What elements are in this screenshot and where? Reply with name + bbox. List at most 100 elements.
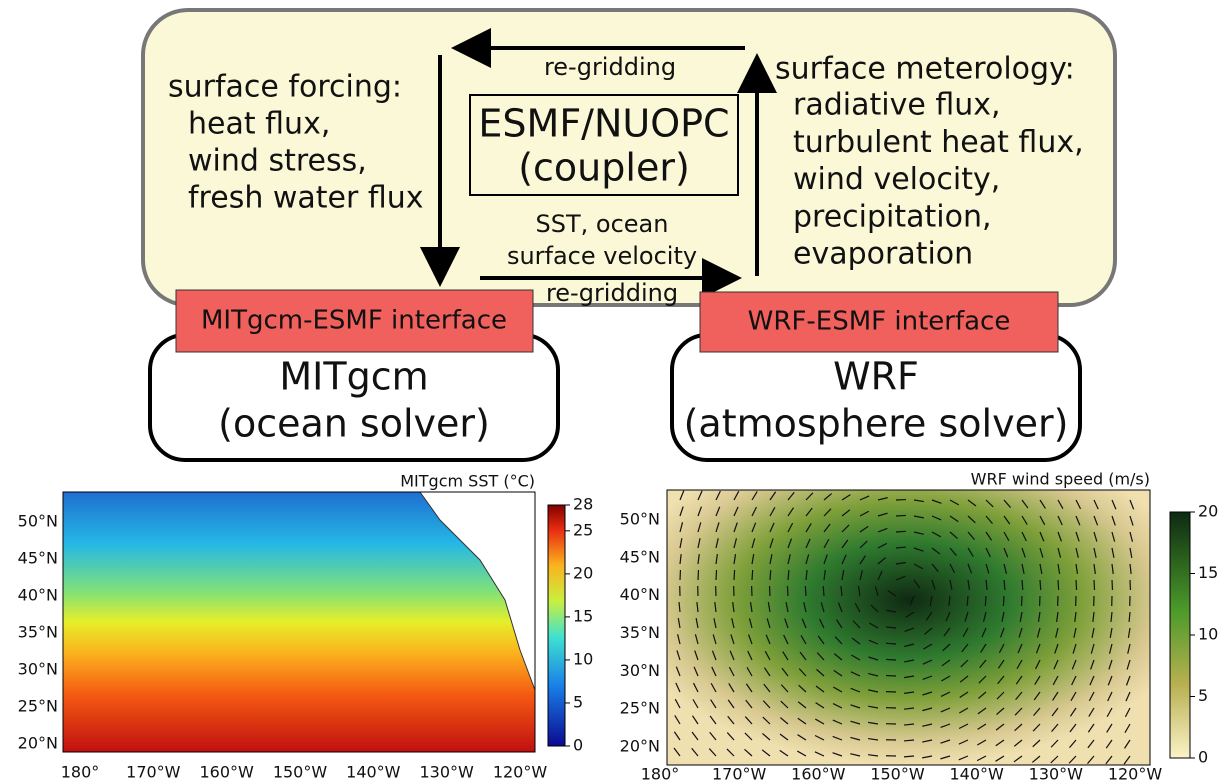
wind-vector: [859, 540, 868, 549]
wind-vector: [949, 499, 960, 506]
wind-vector: [841, 509, 851, 517]
wind-vector: [959, 691, 969, 699]
wind-vector: [1051, 723, 1059, 733]
wind-vector: [1129, 563, 1132, 575]
wind-vector: [931, 563, 939, 573]
wind-vector: [895, 546, 907, 549]
wind-vector: [985, 515, 993, 524]
wind-vector: [1057, 579, 1060, 591]
wind-vector: [979, 659, 987, 669]
wind-vector: [931, 499, 942, 504]
wind-vector: [1088, 691, 1095, 702]
wind-vector: [1105, 755, 1113, 765]
wind-vector: [797, 701, 807, 709]
wind-vector: [787, 491, 795, 501]
wind-vector: [764, 650, 771, 661]
wind-vector: [779, 717, 789, 725]
wind-vector: [1015, 675, 1023, 685]
wind-vector: [940, 739, 951, 744]
wind-vector: [1055, 627, 1059, 638]
wind-vector: [745, 699, 753, 709]
wind-vector: [985, 579, 988, 591]
wind-vector: [958, 739, 969, 745]
arrow-label: surface velocity: [507, 242, 697, 270]
wind-vector: [877, 542, 888, 549]
wind-vector: [913, 515, 924, 519]
wind-vector: [805, 523, 812, 533]
wind-vector: [868, 656, 879, 661]
wind-vector: [1070, 691, 1077, 701]
wind-vector: [747, 650, 753, 661]
wind-vector: [941, 659, 951, 667]
wind-vector: [841, 570, 845, 581]
wind-vector: [805, 507, 813, 517]
wind-vector: [673, 747, 681, 757]
wind-vector: [1087, 739, 1095, 749]
wind-vector: [697, 490, 703, 501]
wind-vector: [859, 570, 864, 581]
colorbar-tick-label: 10: [1198, 625, 1218, 644]
wind-vector: [1039, 563, 1043, 574]
wind-vector: [967, 531, 975, 540]
wind-vector: [751, 554, 755, 565]
wind-vector: [1075, 579, 1078, 591]
wind-vector: [715, 569, 718, 581]
wind-vector: [960, 659, 969, 668]
wind-vector: [840, 585, 843, 597]
wind-vector: [769, 522, 775, 533]
wind-vector: [1111, 531, 1116, 542]
wind-vector: [1013, 755, 1023, 763]
lon-label: 170°W: [712, 765, 767, 784]
wind-vector: [748, 634, 753, 645]
wind-vector: [823, 523, 831, 533]
wind-vector: [868, 689, 879, 693]
colorbar-tick-label: 20: [1198, 502, 1218, 521]
wind-vector: [1014, 707, 1023, 716]
lon-label: 160°W: [791, 765, 846, 784]
wind-vector: [1106, 723, 1113, 733]
wind-vector: [697, 522, 702, 533]
wind-vector: [841, 494, 851, 501]
wind-vector: [804, 585, 807, 597]
wind-vector: [985, 531, 993, 541]
wind-vector: [949, 563, 956, 574]
wind-vector: [923, 643, 933, 650]
wind-vector: [895, 514, 907, 517]
wind-vector: [977, 739, 987, 746]
solver-role: (atmosphere solver): [684, 402, 1069, 446]
wind-vector: [728, 666, 735, 677]
wind-vector: [832, 703, 843, 709]
wind-vector: [1071, 675, 1077, 686]
lon-label: 130°W: [419, 763, 474, 782]
wind-vector: [782, 651, 789, 661]
wind-vector: [787, 569, 790, 581]
wind-vector: [1125, 675, 1131, 686]
colorbar-tick-label: 0: [573, 736, 583, 755]
wind-vector: [1110, 611, 1113, 623]
wind-vector: [696, 601, 699, 613]
wind-vector: [977, 707, 987, 715]
wind-vector: [859, 555, 866, 565]
forcing-item: radiative flux,: [793, 88, 1001, 123]
wind-vector: [868, 754, 879, 757]
wind-vector: [1108, 643, 1113, 654]
wind-vector: [1068, 755, 1077, 764]
lat-label: 50°N: [620, 510, 660, 529]
wind-vector: [692, 699, 699, 709]
wind-vector: [726, 748, 735, 757]
wind-vector: [1039, 515, 1046, 526]
colorbar-tick-label: 15: [1198, 563, 1218, 582]
solver-name: WRF: [833, 355, 919, 399]
wind-vector: [798, 668, 807, 677]
wind-vector: [1050, 739, 1059, 748]
wind-vector: [841, 554, 847, 565]
wind-vector: [814, 734, 825, 741]
lat-label: 45°N: [620, 547, 660, 566]
wind-vector: [995, 723, 1005, 731]
wind-vector: [1033, 707, 1041, 717]
wind-vector: [885, 658, 897, 661]
wind-vector: [710, 699, 717, 709]
wind-vector: [833, 653, 843, 661]
wind-vector: [727, 715, 735, 725]
colorbar-tick-label: 20: [573, 563, 593, 582]
